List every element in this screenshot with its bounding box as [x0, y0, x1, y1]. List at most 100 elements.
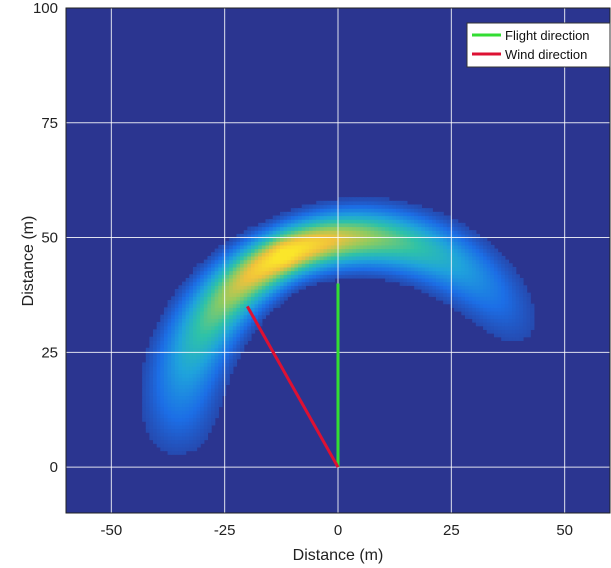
plume-cell	[483, 296, 488, 301]
plume-cell	[526, 314, 531, 319]
plume-cell	[254, 314, 259, 319]
plume-cell	[312, 211, 317, 217]
plume-cell	[381, 197, 386, 202]
plume-cell	[214, 333, 219, 338]
plume-cell	[428, 248, 433, 253]
plume-cell	[272, 230, 277, 235]
plume-cell	[207, 347, 212, 352]
plume-cell	[432, 241, 437, 246]
plume-cell	[501, 288, 506, 294]
plume-cell	[247, 270, 252, 275]
plume-cell	[236, 233, 241, 239]
plume-cell	[283, 274, 288, 279]
plume-cell	[207, 362, 212, 367]
plume-cell	[214, 277, 219, 283]
plume-cell	[211, 351, 216, 356]
plume-cell	[243, 237, 248, 242]
plume-cell	[185, 307, 190, 312]
plume-cell	[374, 263, 379, 268]
plume-cell	[185, 373, 190, 378]
plume-cell	[240, 336, 245, 341]
plume-cell	[221, 299, 227, 305]
plume-cell	[279, 241, 285, 246]
plume-cell	[501, 307, 506, 312]
plume-cell	[196, 288, 201, 294]
plume-cell	[483, 311, 488, 316]
plume-cell	[374, 274, 379, 279]
plume-cell	[356, 197, 361, 202]
plume-cell	[432, 263, 437, 268]
plume-cell	[461, 292, 466, 297]
plume-cell	[207, 270, 212, 275]
plume-cell	[475, 233, 481, 239]
plume-cell	[348, 241, 354, 246]
plume-cell	[225, 241, 230, 246]
plume-cell	[501, 311, 506, 316]
plume-cell	[207, 377, 212, 382]
plume-cell	[377, 215, 383, 220]
plume-cell	[276, 255, 281, 261]
plume-cell	[160, 388, 165, 393]
plume-cell	[450, 303, 455, 308]
plume-cell	[221, 366, 227, 371]
plume-cell	[269, 266, 274, 272]
plume-cell	[290, 222, 296, 228]
plume-cell	[504, 314, 510, 319]
plume-cell	[486, 285, 491, 290]
plume-cell	[163, 322, 169, 327]
plume-cell	[167, 399, 172, 404]
plume-cell	[200, 435, 205, 441]
plume-cell	[221, 248, 227, 253]
plume-cell	[406, 222, 412, 228]
plume-cell	[352, 274, 357, 279]
plume-cell	[221, 303, 227, 308]
plume-cell	[486, 244, 491, 250]
plume-cell	[475, 285, 481, 290]
plume-cell	[298, 215, 303, 220]
plume-cell	[519, 314, 524, 319]
plume-cell	[225, 270, 230, 275]
plume-cell	[381, 248, 386, 253]
plume-cell	[472, 233, 477, 239]
plume-cell	[388, 248, 393, 253]
plume-cell	[403, 263, 408, 268]
plume-cell	[229, 355, 234, 360]
plume-cell	[486, 296, 491, 301]
plume-cell	[457, 230, 462, 235]
plume-cell	[229, 358, 234, 364]
plume-cell	[200, 325, 205, 330]
plume-cell	[149, 399, 154, 404]
plume-cell	[475, 270, 481, 275]
plume-cell	[403, 281, 408, 286]
plume-cell	[163, 428, 169, 433]
plume-cell	[160, 362, 165, 367]
plume-cell	[305, 241, 310, 246]
plume-cell	[178, 351, 183, 356]
plume-cell	[178, 314, 183, 319]
plume-cell	[432, 215, 437, 220]
plume-cell	[163, 336, 169, 341]
plume-cell	[229, 340, 234, 345]
plume-cell	[218, 252, 223, 257]
plume-cell	[221, 344, 227, 349]
plume-cell	[171, 391, 176, 397]
plume-cell	[178, 373, 183, 378]
plume-cell	[512, 274, 517, 279]
plume-cell	[200, 336, 205, 341]
plume-cell	[356, 222, 361, 228]
plume-cell	[221, 377, 227, 382]
plume-cell	[457, 296, 462, 301]
plume-cell	[403, 270, 408, 275]
plume-cell	[178, 322, 183, 327]
plume-cell	[410, 241, 415, 246]
plume-cell	[341, 215, 346, 220]
plume-cell	[530, 307, 535, 312]
plume-cell	[367, 237, 372, 242]
plume-cell	[232, 325, 238, 330]
plume-cell	[479, 277, 484, 283]
plume-cell	[265, 292, 270, 297]
plume-cell	[221, 311, 227, 316]
plume-cell	[211, 391, 216, 397]
plume-cell	[316, 270, 321, 275]
plume-cell	[200, 274, 205, 279]
